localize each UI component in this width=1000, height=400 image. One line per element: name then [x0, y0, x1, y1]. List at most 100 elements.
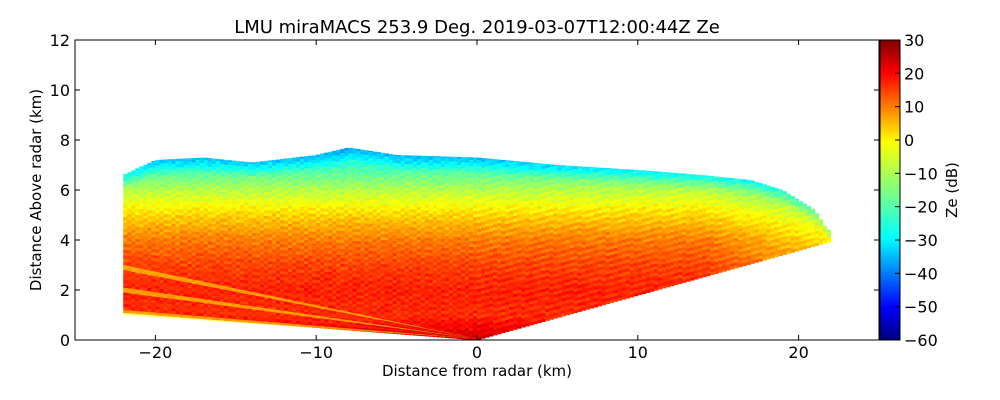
reflectivity-cell	[408, 238, 414, 243]
reflectivity-cell	[183, 212, 188, 216]
reflectivity-cell	[392, 264, 397, 268]
reflectivity-cell	[436, 268, 442, 272]
reflectivity-cell	[271, 195, 277, 199]
reflectivity-cell	[300, 227, 305, 231]
reflectivity-cell	[223, 272, 229, 276]
reflectivity-cell	[416, 305, 422, 309]
reflectivity-cell	[452, 284, 458, 288]
reflectivity-cell	[452, 156, 458, 159]
reflectivity-cell	[195, 192, 201, 196]
reflectivity-cell	[280, 255, 285, 260]
reflectivity-cell	[147, 236, 152, 240]
reflectivity-cell	[432, 195, 438, 200]
reflectivity-cell	[372, 212, 377, 216]
reflectivity-cell	[420, 155, 426, 160]
reflectivity-cell	[255, 199, 261, 204]
reflectivity-cell	[183, 182, 188, 186]
reflectivity-cell	[259, 179, 265, 183]
reflectivity-cell	[267, 200, 273, 205]
reflectivity-cell	[203, 165, 209, 170]
reflectivity-cell	[348, 147, 353, 151]
reflectivity-cell	[400, 163, 406, 167]
reflectivity-cell	[292, 205, 297, 210]
reflectivity-cell	[215, 196, 221, 201]
reflectivity-cell	[316, 234, 321, 239]
reflectivity-cell	[428, 273, 434, 277]
reflectivity-cell	[276, 183, 281, 187]
reflectivity-cell	[296, 284, 301, 288]
reflectivity-cell	[251, 256, 257, 261]
reflectivity-cell	[392, 324, 397, 328]
reflectivity-cell	[207, 250, 213, 254]
reflectivity-cell	[219, 236, 225, 240]
reflectivity-cell	[239, 177, 245, 182]
reflectivity-cell	[187, 212, 192, 217]
reflectivity-cell	[312, 267, 317, 271]
reflectivity-cell	[396, 207, 402, 212]
reflectivity-cell	[428, 165, 434, 169]
reflectivity-cell	[424, 168, 430, 172]
reflectivity-cell	[271, 234, 277, 238]
reflectivity-cell	[179, 239, 184, 243]
reflectivity-cell	[336, 209, 341, 213]
reflectivity-cell	[404, 289, 410, 293]
reflectivity-cell	[131, 214, 136, 218]
reflectivity-cell	[436, 184, 442, 188]
reflectivity-cell	[263, 317, 269, 321]
reflectivity-cell	[284, 268, 289, 272]
reflectivity-cell	[127, 195, 132, 200]
reflectivity-cell	[167, 229, 172, 233]
reflectivity-cell	[440, 232, 446, 236]
reflectivity-cell	[432, 249, 438, 254]
reflectivity-cell	[452, 335, 458, 339]
reflectivity-cell	[312, 162, 317, 166]
reflectivity-cell	[452, 293, 458, 297]
reflectivity-cell	[452, 245, 458, 249]
reflectivity-cell	[280, 318, 285, 323]
reflectivity-cell	[151, 266, 156, 271]
reflectivity-cell	[328, 259, 333, 263]
reflectivity-cell	[143, 215, 148, 219]
reflectivity-cell	[432, 285, 438, 290]
reflectivity-cell	[436, 316, 442, 320]
reflectivity-cell	[195, 312, 201, 316]
reflectivity-cell	[384, 155, 389, 160]
reflectivity-cell	[207, 289, 213, 293]
reflectivity-cell	[396, 252, 402, 257]
reflectivity-cell	[239, 162, 245, 167]
reflectivity-cell	[416, 314, 422, 318]
reflectivity-cell	[344, 242, 349, 247]
reflectivity-cell	[400, 211, 406, 215]
reflectivity-cell	[163, 210, 168, 215]
reflectivity-cell	[440, 163, 446, 167]
reflectivity-cell	[123, 213, 128, 218]
reflectivity-cell	[288, 238, 293, 242]
reflectivity-cell	[364, 154, 369, 158]
reflectivity-cell	[352, 198, 357, 202]
reflectivity-cell	[219, 266, 225, 270]
reflectivity-cell	[267, 206, 273, 211]
reflectivity-cell	[276, 300, 281, 304]
reflectivity-cell	[464, 315, 470, 319]
reflectivity-cell	[424, 276, 430, 280]
reflectivity-cell	[316, 165, 321, 170]
reflectivity-cell	[308, 192, 313, 196]
reflectivity-cell	[464, 219, 470, 223]
reflectivity-cell	[259, 218, 265, 222]
reflectivity-cell	[235, 249, 241, 253]
reflectivity-cell	[368, 175, 373, 180]
reflectivity-cell	[376, 182, 381, 186]
reflectivity-cell	[448, 196, 454, 201]
reflectivity-cell	[404, 190, 410, 194]
reflectivity-cell	[436, 331, 442, 335]
reflectivity-cell	[151, 245, 156, 250]
reflectivity-cell	[199, 177, 205, 181]
reflectivity-cell	[155, 240, 160, 244]
reflectivity-cell	[171, 298, 176, 302]
reflectivity-cell	[292, 238, 297, 243]
reflectivity-cell	[199, 219, 205, 223]
reflectivity-cell	[159, 183, 164, 187]
reflectivity-cell	[183, 251, 188, 255]
reflectivity-cell	[440, 178, 446, 182]
reflectivity-cell	[284, 295, 289, 299]
